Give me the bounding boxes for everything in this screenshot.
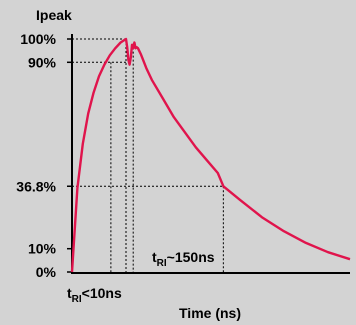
y-axis-title: Ipeak: [36, 7, 72, 23]
decay-time-sub: RI: [157, 258, 167, 269]
y-tick-labels: 100% 90% 36.8% 10% 0%: [16, 31, 56, 280]
decay-time-annotation: tRI~150ns: [152, 249, 215, 269]
current-curve: [70, 37, 351, 273]
rise-time-annotation: tRI<10ns: [67, 285, 122, 305]
y-tick-label: 90%: [28, 54, 57, 70]
y-tick-label: 10%: [28, 241, 57, 257]
y-tick-label: 0%: [36, 264, 57, 280]
guide-lines: [72, 38, 224, 272]
x-axis-title: Time (ns): [179, 305, 241, 321]
y-tick-label: 36.8%: [16, 178, 56, 194]
rise-time-sub: RI: [72, 294, 82, 305]
y-tick-label: 100%: [20, 31, 56, 47]
decay-time-t: t: [152, 249, 157, 265]
axes: [67, 34, 350, 274]
decay-time-value: ~150ns: [167, 249, 215, 265]
rise-time-t: t: [67, 285, 72, 301]
rise-time-value: <10ns: [82, 285, 122, 301]
